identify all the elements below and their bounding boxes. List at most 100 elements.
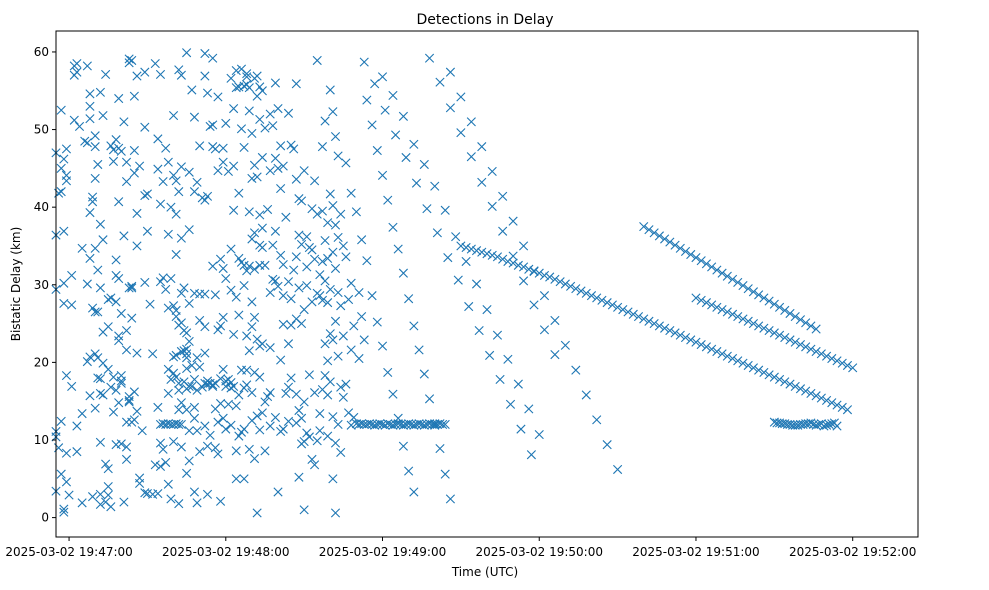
data-point-753: [790, 381, 800, 392]
data-point-632: [422, 204, 432, 214]
data-point-328: [223, 399, 233, 409]
data-point-42: [72, 59, 82, 69]
data-point-230: [176, 346, 186, 357]
y-tick-label-6: 60: [34, 45, 49, 59]
data-point-234: [176, 398, 186, 408]
data-point-707: [550, 274, 560, 284]
data-point-606: [398, 441, 409, 451]
data-point-528: [328, 474, 338, 484]
data-point-314: [215, 496, 226, 506]
data-point-159: [137, 426, 147, 436]
data-point-521: [325, 329, 335, 339]
data-point-217: [171, 372, 181, 382]
data-point-206: [168, 368, 179, 378]
data-point-601: [372, 317, 382, 327]
data-point-702: [524, 264, 534, 274]
data-point-718: [607, 300, 617, 310]
data-point-678: [508, 216, 518, 226]
data-point-57: [85, 253, 95, 263]
data-point-816: [785, 335, 795, 345]
data-point-203: [168, 111, 179, 121]
data-point-305: [213, 92, 223, 102]
data-point-534: [330, 508, 341, 518]
data-point-523: [328, 107, 338, 117]
data-point-708: [555, 277, 565, 287]
data-point-341: [231, 83, 241, 93]
data-point-823: [821, 351, 832, 361]
data-point-701: [518, 262, 529, 272]
data-point-699: [508, 258, 518, 268]
data-point-45: [77, 243, 87, 253]
data-point-731: [675, 330, 685, 340]
data-point-433: [273, 281, 283, 291]
data-point-102: [108, 145, 119, 155]
data-point-308: [213, 449, 223, 459]
data-point-766: [649, 228, 659, 238]
data-point-268: [192, 426, 202, 436]
data-point-251: [184, 336, 194, 347]
data-point-747: [759, 367, 769, 378]
data-point-462: [291, 389, 301, 399]
data-point-652: [471, 279, 482, 289]
data-point-500: [315, 409, 325, 419]
chart-title: Detections in Delay: [416, 12, 553, 28]
data-point-324: [221, 424, 231, 434]
data-point-681: [539, 291, 550, 301]
data-point-227: [176, 162, 186, 172]
data-point-396: [252, 508, 262, 518]
data-point-429: [270, 276, 281, 286]
data-point-688: [613, 464, 623, 475]
data-point-735: [696, 339, 706, 350]
data-point-123: [116, 376, 126, 386]
data-point-68: [90, 307, 100, 317]
data-point-669: [529, 300, 539, 310]
data-point-719: [613, 302, 623, 312]
data-point-713: [581, 288, 591, 298]
data-point-668: [518, 276, 529, 286]
data-point-331: [226, 285, 236, 295]
x-tick-label-0: 2025-03-02 19:47:00: [5, 545, 132, 559]
data-point-131: [121, 345, 132, 355]
data-point-709: [560, 279, 570, 289]
data-point-666: [498, 226, 508, 236]
data-point-514: [323, 298, 333, 308]
data-point-136: [124, 54, 134, 64]
data-point-70: [90, 403, 100, 413]
data-point-404: [255, 425, 265, 435]
data-point-504: [317, 256, 328, 267]
data-point-543: [336, 447, 346, 457]
data-point-79: [95, 374, 105, 384]
x-tick-label-4: 2025-03-02 19:51:00: [632, 545, 759, 559]
data-point-46: [77, 409, 87, 419]
data-point-623: [435, 443, 445, 454]
data-point-105: [108, 407, 119, 417]
data-point-350: [234, 390, 244, 400]
data-point-87: [98, 390, 108, 400]
data-point-67: [90, 243, 100, 253]
data-point-58: [85, 352, 95, 362]
data-point-584: [414, 419, 424, 429]
y-tick-label-3: 30: [34, 278, 49, 292]
data-point-441: [278, 260, 288, 270]
data-point-373: [244, 207, 254, 217]
data-point-320: [218, 413, 228, 423]
data-point-280: [200, 289, 210, 299]
data-point-37: [69, 115, 79, 125]
data-point-794: [795, 315, 806, 325]
data-point-582: [409, 420, 419, 430]
data-point-316: [218, 157, 228, 167]
data-point-822: [816, 349, 826, 359]
data-point-75: [93, 373, 103, 383]
data-point-651: [461, 256, 471, 267]
data-point-603: [383, 367, 393, 378]
data-point-755: [801, 386, 811, 396]
data-point-535: [333, 151, 343, 161]
data-point-685: [581, 390, 591, 400]
data-point-662: [456, 128, 466, 138]
data-point-338: [229, 329, 239, 340]
data-point-804: [722, 307, 732, 317]
data-point-451: [283, 416, 294, 426]
data-point-505: [317, 295, 328, 305]
y-tick-label-1: 10: [34, 433, 49, 447]
data-point-609: [362, 95, 372, 105]
